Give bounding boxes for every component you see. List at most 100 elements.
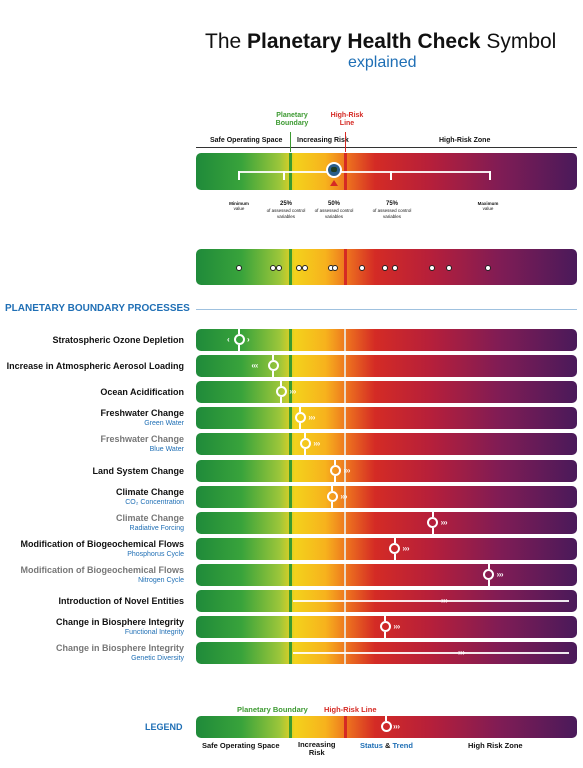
status-stem — [272, 371, 275, 377]
trend-right-chevrons-icon: ››› — [393, 622, 400, 631]
status-marker-icon — [275, 386, 287, 397]
process-name: Climate Change — [115, 487, 184, 497]
legend-safe-label: Safe Operating Space — [202, 741, 280, 750]
status-stem — [299, 407, 302, 412]
status-stem — [238, 329, 241, 334]
planetary-boundary-line — [289, 512, 292, 534]
process-bar: ››› — [196, 642, 577, 664]
planetary-boundary-line — [289, 329, 292, 351]
status-stem — [280, 397, 283, 403]
zone-divider-1 — [290, 132, 291, 152]
process-dot — [382, 265, 388, 271]
high-risk-line — [344, 249, 347, 285]
legend-high-label: High Risk Zone — [468, 741, 523, 750]
process-bar: ››› — [196, 512, 577, 534]
range-tick-75 — [390, 171, 392, 180]
process-subname: Functional Integrity — [124, 629, 184, 636]
status-stem — [384, 632, 387, 638]
zone-increasing-label: Increasing Risk — [297, 137, 349, 144]
status-stem — [384, 616, 387, 621]
process-dot — [332, 265, 338, 271]
process-name: Increase in Atmospheric Aerosol Loading — [6, 361, 184, 371]
zone-divider-2 — [345, 132, 346, 152]
scale-25: 25% of assessed control variables — [266, 201, 306, 219]
zone-high-label: High-Risk Zone — [439, 137, 491, 144]
process-bar: ››› — [196, 564, 577, 586]
process-label: Climate Change Radiative Forcing — [116, 513, 184, 533]
legend-bar: ››› — [196, 716, 577, 738]
scale-minimum: Minimum value — [229, 201, 249, 212]
process-dot — [296, 265, 302, 271]
process-label: Change in Biosphere Integrity Genetic Div… — [56, 643, 184, 663]
trend-right-chevrons-icon: ››› — [402, 544, 410, 553]
process-name: Stratospheric Ozone Depletion — [52, 335, 184, 345]
status-stem — [487, 580, 490, 586]
status-stem — [238, 345, 241, 351]
page-subtitle: explained — [348, 54, 417, 71]
process-bar: ‹ › — [196, 329, 577, 351]
planetary-boundary-line — [289, 642, 292, 664]
planetary-boundary-line — [289, 249, 292, 285]
range-tick-25 — [283, 171, 285, 180]
status-stem — [331, 502, 334, 508]
planetary-boundary-line — [289, 460, 292, 482]
high-risk-line — [344, 355, 346, 377]
process-label: Change in Biosphere Integrity Functional … — [56, 617, 184, 637]
process-dot — [276, 265, 282, 271]
high-risk-line — [344, 564, 346, 586]
process-label: Land System Change — [92, 466, 184, 477]
planetary-boundary-line — [289, 486, 292, 508]
status-stem — [304, 449, 307, 455]
trend-right-chevrons-icon: ››› — [440, 518, 448, 527]
trend-left-chevron-icon: ‹ — [227, 335, 230, 344]
trend-right-chevron-icon: › — [247, 335, 250, 344]
status-marker-icon — [379, 621, 391, 632]
status-stem — [431, 528, 434, 534]
status-marker-icon — [233, 334, 245, 345]
process-dot — [429, 265, 435, 271]
range-line — [238, 171, 490, 173]
process-label: Freshwater Change Green Water — [100, 408, 184, 428]
status-marker-icon — [427, 517, 439, 528]
status-stem — [431, 512, 434, 517]
status-stem — [299, 423, 302, 429]
explain-bar — [196, 153, 577, 190]
trend-right-chevrons-icon: ››› — [496, 570, 504, 579]
process-subname: Phosphorus Cycle — [127, 551, 184, 558]
process-dot — [485, 265, 491, 271]
status-marker-icon — [483, 569, 495, 580]
process-bar: ››› — [196, 433, 577, 455]
trend-right-chevrons-icon: ››› — [308, 413, 315, 422]
status-marker-icon — [299, 438, 311, 449]
section-title: PLANETARY BOUNDARY PROCESSES — [5, 303, 190, 314]
unquantified-line — [293, 600, 569, 602]
process-subname: Radiative Forcing — [129, 525, 184, 532]
zone-header-divider — [196, 147, 577, 148]
high-risk-line — [344, 460, 346, 482]
legend-title: LEGEND — [145, 722, 183, 732]
status-stem — [304, 433, 307, 438]
high-risk-line — [344, 381, 346, 403]
status-stem — [385, 716, 387, 721]
planetary-boundary-line — [289, 590, 292, 612]
process-dot — [236, 265, 242, 271]
scale-50: 50% of assessed control variables — [314, 201, 354, 219]
legend-planetary-boundary: Planetary Boundary — [237, 705, 308, 714]
high-risk-line — [344, 486, 346, 508]
planetary-boundary-line — [289, 407, 292, 429]
trend-right-chevrons-icon: ››› — [289, 387, 296, 396]
planetary-boundary-line — [289, 381, 292, 403]
process-bar: ››› — [196, 460, 577, 482]
high-risk-line — [344, 329, 346, 351]
process-dot — [359, 265, 365, 271]
high-risk-line — [344, 433, 346, 455]
process-subname: Green Water — [144, 420, 184, 427]
process-label: Stratospheric Ozone Depletion — [52, 335, 184, 346]
legend-high-risk-line: High-Risk Line — [324, 705, 377, 714]
status-stem — [393, 554, 396, 560]
trend-right-chevrons-icon: ››› — [340, 492, 347, 501]
process-subname: Genetic Diversity — [131, 655, 184, 662]
trend-chevrons-icon: ››› — [393, 722, 400, 731]
process-label: Modification of Biogeochemical Flows Phos… — [20, 539, 184, 559]
scale-75: 75% of assessed control variables — [372, 201, 412, 219]
